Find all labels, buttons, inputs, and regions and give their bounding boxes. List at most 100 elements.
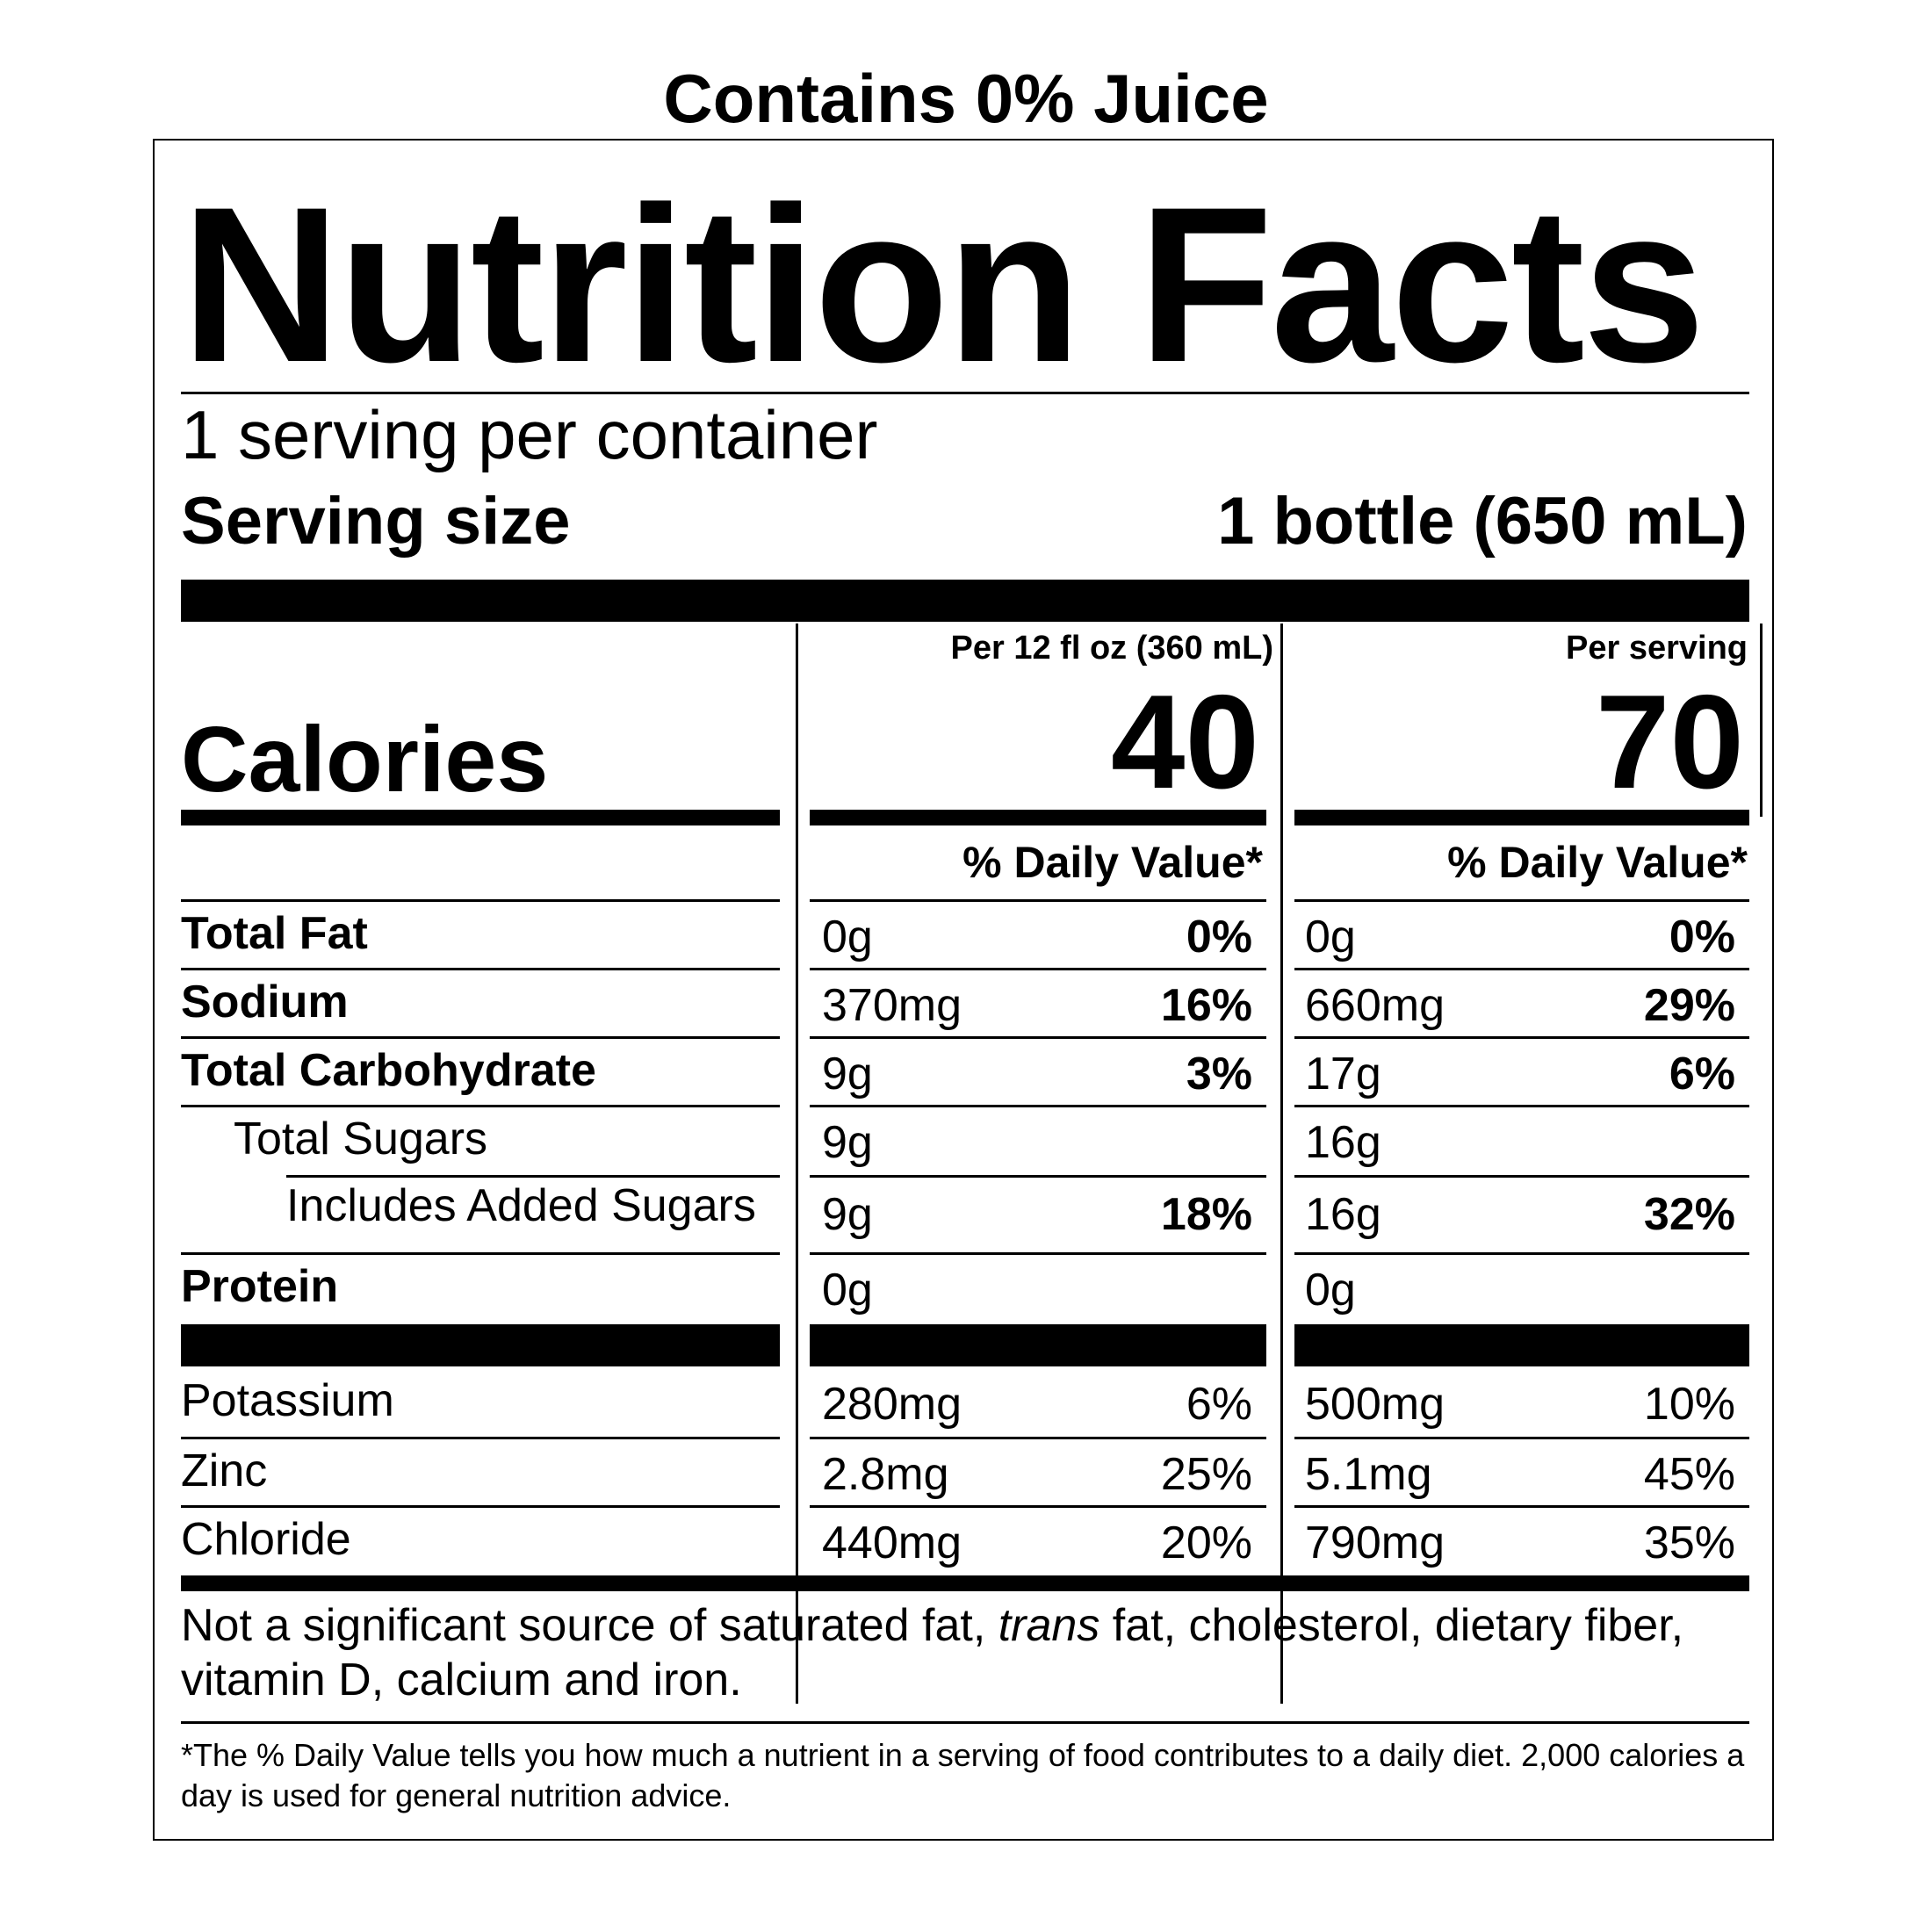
- nutrient-row-total-fat: Total Fat 0g 0% 0g 0%: [155, 901, 1776, 970]
- nutrient-amount: 16g: [1305, 1117, 1381, 1168]
- row-line: [181, 1105, 780, 1107]
- nutrient-row-added-sugars: Includes Added Sugars 9g 18% 16g 32%: [155, 1177, 1776, 1252]
- serving-size-label: Serving size: [181, 484, 571, 559]
- mineral-row-chloride: Chloride 440mg 20% 790mg 35%: [155, 1507, 1776, 1575]
- nutrient-amount: 9g: [822, 1049, 873, 1099]
- nutrient-name: Total Sugars: [234, 1114, 488, 1164]
- divider-thick: [181, 580, 1749, 622]
- calories-bar-right: [1294, 810, 1749, 825]
- nutrient-name: Total Fat: [181, 908, 368, 959]
- not-significant-after: fat, cholesterol, dietary fiber, vitamin…: [181, 1600, 1684, 1705]
- nutrient-amount: 16g: [1305, 1189, 1381, 1240]
- mineral-row-potassium: Potassium 280mg 6% 500mg 10%: [155, 1368, 1776, 1437]
- daily-value-header-2: % Daily Value*: [1447, 838, 1748, 887]
- calories-bar-mid: [810, 810, 1266, 825]
- nutrient-row-total-sugars: Total Sugars 9g 16g: [155, 1107, 1776, 1175]
- row-line: [1294, 899, 1749, 902]
- column-divider-1: [796, 624, 798, 1704]
- row-line: [181, 1437, 780, 1439]
- calories-per-serving: 70: [1595, 667, 1744, 817]
- row-line: [181, 899, 780, 902]
- column-divider-3: [1760, 624, 1763, 817]
- not-significant-statement: Not a significant source of saturated fa…: [181, 1598, 1753, 1707]
- calories-per-12oz: 40: [1110, 667, 1259, 817]
- divider-thin: [181, 392, 1749, 394]
- nutrient-amount: 370mg: [822, 980, 962, 1031]
- column-header-per-serving: Per serving: [1566, 630, 1748, 667]
- mineral-dv: 25%: [1160, 1449, 1252, 1500]
- nutrient-dv: 0%: [1186, 912, 1252, 962]
- mineral-amount: 790mg: [1305, 1517, 1445, 1568]
- nutrient-name: Sodium: [181, 977, 349, 1027]
- nutrient-dv: 18%: [1160, 1189, 1252, 1240]
- nutrient-dv: 32%: [1643, 1189, 1735, 1240]
- nutrient-amount: 660mg: [1305, 980, 1445, 1031]
- mineral-amount: 2.8mg: [822, 1449, 949, 1500]
- mineral-amount: 440mg: [822, 1517, 962, 1568]
- row-line: [1294, 1036, 1749, 1039]
- nutrient-dv: 0%: [1669, 912, 1735, 962]
- mineral-name: Zinc: [181, 1445, 268, 1496]
- calories-bar-left: [181, 810, 780, 825]
- nutrient-row-total-carbohydrate: Total Carbohydrate 9g 3% 17g 6%: [155, 1038, 1776, 1107]
- divider-footnote: [181, 1721, 1749, 1724]
- juice-content-note: Contains 0% Juice: [663, 60, 1269, 137]
- row-line: [810, 1105, 1266, 1107]
- row-line: [810, 1437, 1266, 1439]
- not-significant-italic: trans: [998, 1600, 1100, 1651]
- row-line: [1294, 968, 1749, 970]
- nutrition-facts-panel: Nutrition Facts 1 serving per container …: [153, 139, 1774, 1841]
- nutrient-amount: 0g: [822, 912, 873, 962]
- nutrient-row-protein: Protein 0g 0g: [155, 1254, 1776, 1323]
- mineral-dv: 45%: [1643, 1449, 1735, 1500]
- row-line: [1294, 1175, 1749, 1178]
- column-divider-2: [1280, 624, 1283, 1704]
- nutrient-name: Protein: [181, 1261, 339, 1312]
- nutrient-dv: 3%: [1186, 1049, 1252, 1099]
- not-significant-before: Not a significant source of saturated fa…: [181, 1600, 998, 1651]
- row-line: [810, 1252, 1266, 1255]
- serving-size-value: 1 bottle (650 mL): [1217, 484, 1748, 559]
- mineral-amount: 500mg: [1305, 1379, 1445, 1430]
- protein-bar-mid: [810, 1324, 1266, 1366]
- row-line: [810, 899, 1266, 902]
- mineral-dv: 10%: [1643, 1379, 1735, 1430]
- row-line: [181, 968, 780, 970]
- nutrient-amount: 9g: [822, 1117, 873, 1168]
- mineral-dv: 35%: [1643, 1517, 1735, 1568]
- nutrient-amount: 17g: [1305, 1049, 1381, 1099]
- mineral-name: Chloride: [181, 1514, 351, 1565]
- row-line: [810, 1175, 1266, 1178]
- servings-per-container: 1 serving per container: [181, 396, 878, 473]
- nutrient-amount: 0g: [1305, 912, 1356, 962]
- row-line: [286, 1175, 780, 1178]
- mineral-dv: 20%: [1160, 1517, 1252, 1568]
- mineral-amount: 5.1mg: [1305, 1449, 1432, 1500]
- daily-value-header-1: % Daily Value*: [962, 838, 1263, 887]
- nutrient-dv: 6%: [1669, 1049, 1735, 1099]
- nutrient-amount: 9g: [822, 1189, 873, 1240]
- row-line: [181, 1036, 780, 1039]
- column-header-per-12oz: Per 12 fl oz (360 mL): [950, 630, 1273, 667]
- row-line: [1294, 1505, 1749, 1508]
- nutrient-amount: 0g: [822, 1265, 873, 1316]
- divider-bottom-thick: [181, 1575, 1749, 1591]
- mineral-name: Potassium: [181, 1375, 394, 1426]
- row-line: [1294, 1105, 1749, 1107]
- row-line: [181, 1505, 780, 1508]
- row-line: [1294, 1252, 1749, 1255]
- mineral-row-zinc: Zinc 2.8mg 25% 5.1mg 45%: [155, 1438, 1776, 1507]
- daily-value-footnote: *The % Daily Value tells you how much a …: [181, 1737, 1745, 1813]
- nutrient-dv: 16%: [1160, 980, 1252, 1031]
- row-line: [810, 1505, 1266, 1508]
- nutrient-amount: 0g: [1305, 1265, 1356, 1316]
- protein-bar-left: [181, 1324, 780, 1366]
- calories-label: Calories: [181, 708, 549, 811]
- nutrient-row-sodium: Sodium 370mg 16% 660mg 29%: [155, 970, 1776, 1038]
- row-line: [1294, 1437, 1749, 1439]
- nutrition-facts-title: Nutrition Facts: [181, 162, 1705, 408]
- nutrient-name: Total Carbohydrate: [181, 1045, 596, 1096]
- mineral-amount: 280mg: [822, 1379, 962, 1430]
- protein-bar-right: [1294, 1324, 1749, 1366]
- row-line: [810, 968, 1266, 970]
